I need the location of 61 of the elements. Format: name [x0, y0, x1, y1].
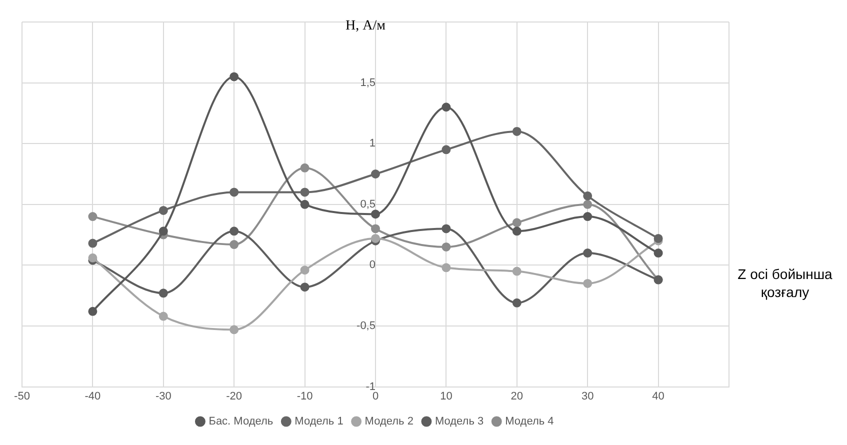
- point: [300, 200, 310, 209]
- point: [512, 126, 522, 136]
- y-tick-label: 0: [369, 259, 376, 272]
- point: [300, 266, 310, 275]
- point: [442, 145, 451, 154]
- point: [583, 191, 592, 200]
- point: [654, 248, 663, 258]
- x-tick-label: 20: [510, 390, 524, 402]
- point: [371, 234, 380, 243]
- point: [512, 226, 522, 236]
- point: [442, 242, 451, 252]
- point: [158, 206, 168, 215]
- point: [512, 298, 522, 308]
- y-tick-label: -0,5: [356, 320, 376, 332]
- legend-label: Модель 2: [364, 416, 414, 428]
- point: [300, 282, 310, 292]
- point: [88, 238, 98, 248]
- point: [442, 263, 451, 272]
- x-axis-title: Z осі бойынша қозғалу: [738, 266, 833, 300]
- point: [583, 212, 592, 222]
- point: [583, 248, 592, 258]
- x-tick-label: 40: [652, 390, 664, 402]
- point: [371, 224, 380, 234]
- y-tick-label: -1: [366, 380, 376, 393]
- x-tick-label: -40: [84, 390, 101, 402]
- point: [512, 218, 522, 228]
- point: [583, 200, 592, 209]
- point: [88, 306, 98, 316]
- point: [230, 188, 239, 197]
- point: [230, 226, 239, 236]
- point: [583, 278, 592, 288]
- point: [371, 170, 380, 178]
- y-tick-label: 0,5: [360, 198, 376, 210]
- point: [88, 212, 98, 222]
- x-tick-label: -30: [155, 390, 172, 402]
- x-tick-label: -10: [296, 390, 313, 402]
- point: [88, 253, 98, 262]
- point: [158, 288, 168, 298]
- point: [300, 163, 310, 172]
- legend-label: Модель 4: [505, 416, 554, 428]
- legend-label: Модель 3: [434, 416, 484, 428]
- point: [230, 240, 239, 250]
- y-tick-label: 1,5: [360, 76, 376, 89]
- y-tick-label: 1: [369, 138, 376, 150]
- point: [158, 226, 168, 236]
- x-tick-label: -20: [226, 390, 242, 402]
- point: [300, 188, 310, 197]
- x-tick-label: -50: [14, 390, 30, 402]
- point: [442, 224, 451, 234]
- point: [158, 312, 168, 321]
- y-axis-title: H, А/м: [346, 18, 386, 34]
- point: [442, 102, 451, 112]
- legend-label: Модель 1: [294, 416, 344, 428]
- point: [512, 266, 522, 276]
- point: [230, 325, 239, 334]
- point: [654, 234, 663, 243]
- point: [230, 72, 239, 82]
- legend-label: Бас. Модель: [208, 416, 274, 428]
- x-tick-label: 10: [440, 390, 452, 402]
- x-tick-label: 30: [581, 390, 594, 402]
- point: [371, 210, 380, 219]
